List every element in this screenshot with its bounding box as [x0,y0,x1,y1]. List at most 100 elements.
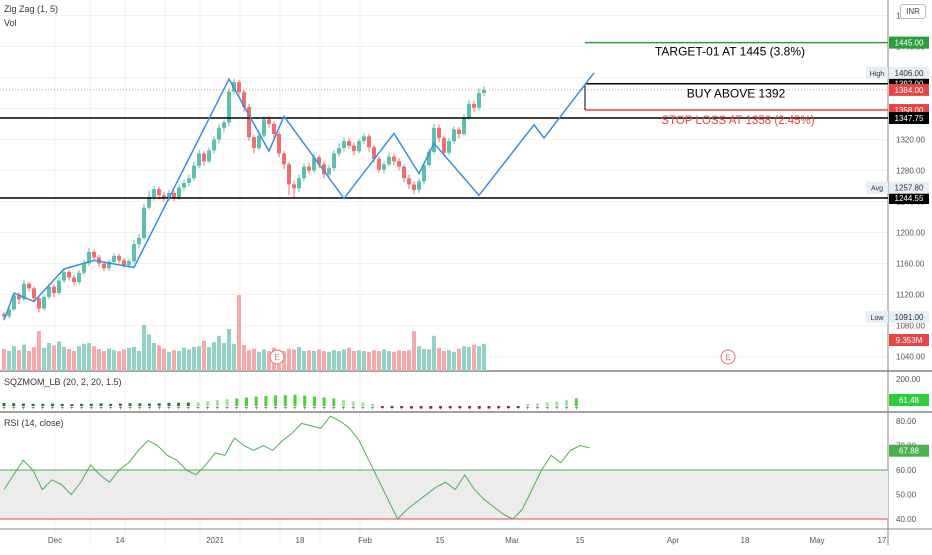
sqz-indicator-label[interactable]: SQZMOM_LB (20, 2, 20, 1.5) [4,377,122,387]
sqz-bar [312,396,316,406]
candle-body [287,164,291,185]
volume-bar [457,348,461,371]
zigzag-indicator-label[interactable]: Zig Zag (1, 5) [4,4,59,14]
sqz-cross: + [51,406,55,412]
earnings-marker-label: E [725,353,730,362]
sqz-cross: + [225,406,229,412]
sqz-value-tag: 61.48 [899,396,920,405]
sqz-bar [390,406,394,408]
sqz-cross: + [31,406,35,412]
sqz-cross: + [99,406,103,412]
candle-body [257,135,261,149]
volume-bar [132,347,136,371]
candle-body [82,263,86,273]
volume-bar [112,350,116,371]
sqz-bar [487,406,491,409]
sqz-bar [555,401,559,406]
volume-bar [37,331,41,371]
volume-bar [82,343,86,371]
volume-bar [22,344,26,371]
candle-body [477,93,481,108]
candle-body [117,255,121,261]
candle-body [22,283,26,300]
volume-bar [107,348,111,371]
earnings-marker [269,349,285,365]
volume-bar [262,349,266,371]
time-tick-label: 15 [436,536,445,545]
candle-body [132,244,136,262]
volume-bar [52,345,56,371]
volume-bar [312,351,316,371]
candle-body [32,288,36,299]
candle-body [442,137,446,153]
volume-bar [462,346,466,371]
level-layer: TARGET-01 AT 1445 (3.8%) BUY ABOVE 1392 ST… [0,41,888,365]
volume-bar [7,351,11,371]
candle-body [307,166,311,171]
candle-body [7,309,11,317]
sqz-cross: + [536,406,540,412]
candle-body [212,139,216,151]
volume-bar [422,349,426,371]
candle-body [347,141,351,146]
volume-layer [2,295,486,371]
sqz-bar [157,403,161,406]
price-tick-label: 1120.00 [896,291,925,300]
time-tick-label: May [809,536,824,545]
sqz-cross: + [196,406,200,412]
sqz-bar [31,403,35,406]
candle-body [397,161,401,167]
volume-bar [417,346,421,371]
candle-body [57,280,61,293]
candle-body [182,182,186,188]
price-tick-label: 1200.00 [896,229,925,238]
candle-body [352,145,356,152]
sqz-cross: + [439,406,443,412]
volume-bar [397,350,401,371]
sqz-bar [293,394,297,406]
sqz-cross: + [254,406,258,412]
last-price-tag-bg [889,83,929,96]
sqz-bar [235,398,239,406]
sqz-bar [380,406,384,408]
candle-body [392,156,396,162]
sqz-cross: + [419,406,423,412]
candle-body [62,272,66,281]
volume-value-tag: 9.353M [896,336,923,345]
volume-bar [157,345,161,371]
candle-body [372,147,376,159]
candle-body [12,295,16,310]
sqz-cross: + [293,406,297,412]
volume-bar [437,347,441,371]
sqz-bar [322,397,326,406]
volume-bar [287,348,291,371]
candle-body [427,151,431,166]
time-tick-label: Mar [505,536,519,545]
candle-body [337,148,341,154]
sqz-bar [574,398,578,406]
rsi-indicator-label[interactable]: RSI (14, close) [4,418,64,428]
target-price-tag: 1445.00 [895,39,924,48]
candle-body [322,164,326,175]
volume-bar [482,343,486,371]
volume-bar [227,329,231,371]
volume-bar [242,345,246,371]
candle-body [402,166,406,179]
candle-body [102,263,106,269]
candle-body [302,166,306,179]
sqz-cross: + [22,406,26,412]
low-tag: 1091.00 [895,313,924,322]
sqz-cross: + [487,406,491,412]
sqz-cross: + [41,406,45,412]
candle-body [267,119,271,125]
candle-body [97,257,101,264]
candle-body [152,189,156,197]
sqz-cross: + [371,406,375,412]
volume-bar [432,335,436,371]
volume-bar [292,349,296,371]
sqz-bar [448,406,452,409]
volume-indicator-label[interactable]: Vol [4,18,17,28]
currency-button[interactable]: INR [900,4,926,19]
sqz-cross: + [410,406,414,412]
